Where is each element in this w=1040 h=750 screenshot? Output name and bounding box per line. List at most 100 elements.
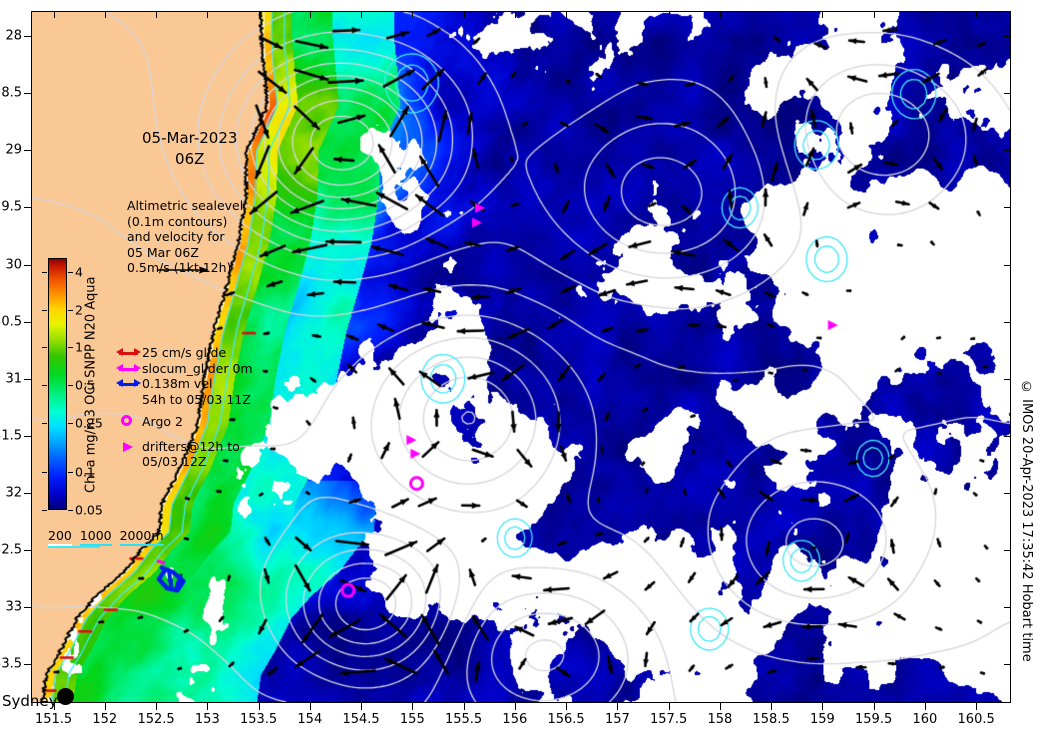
- colorbar-tick-label: 4: [75, 264, 83, 280]
- bathymetry-scale-line: [48, 546, 100, 548]
- legend-label-glide: 25 cm/s glide: [142, 345, 227, 360]
- colorbar-tick: [68, 472, 73, 474]
- x-tick-top: [771, 11, 773, 18]
- y-tick-right: [1004, 207, 1011, 209]
- x-tick: [771, 703, 773, 710]
- y-tick: [24, 549, 31, 551]
- bathy-label-1000: 1000: [79, 528, 112, 546]
- colorbar-tick-label: 2: [75, 302, 83, 318]
- y-tick-right: [1004, 664, 1011, 666]
- blue-arrow-icon: [116, 376, 142, 391]
- x-tick: [53, 703, 55, 710]
- y-tick: [24, 321, 31, 323]
- legend-label-duration: 54h to 05/03 11Z: [142, 391, 251, 407]
- date-stamp-time: 06Z: [175, 150, 205, 168]
- map-legend: 25 cm/s glide slocum_glider 0m 0.138m ve…: [116, 345, 253, 470]
- x-tick: [668, 703, 670, 710]
- y-tick-right: [1004, 492, 1011, 494]
- colorbar-tick: [42, 309, 47, 311]
- legend-label-argo: Argo 2: [142, 414, 183, 429]
- y-tick-label: 29.5: [0, 199, 22, 215]
- y-tick: [24, 36, 31, 38]
- chlorophyll-raster-canvas: [32, 12, 1010, 702]
- y-tick: [24, 150, 31, 152]
- x-tick-label: 155: [399, 712, 425, 727]
- colorbar-tick: [42, 385, 47, 387]
- colorbar-tick: [42, 272, 47, 274]
- x-tick-top: [668, 11, 670, 18]
- x-tick-label: 153.5: [239, 712, 278, 727]
- x-tick-top: [53, 11, 55, 18]
- x-tick-label: 158.5: [752, 712, 790, 727]
- x-tick: [309, 703, 311, 710]
- x-tick-top: [924, 11, 926, 18]
- x-tick: [719, 703, 721, 710]
- colorbar-tick-label: 0.25: [75, 415, 103, 431]
- x-tick-label: 154.5: [342, 712, 380, 727]
- x-tick-top: [566, 11, 568, 18]
- x-tick: [873, 703, 875, 710]
- colorbar-tick: [68, 347, 73, 349]
- legend-label-depth-vel: 0.138m vel: [142, 376, 213, 391]
- x-tick-label: 159: [809, 712, 835, 727]
- x-tick: [207, 703, 209, 710]
- y-tick-label: 30: [5, 257, 22, 272]
- y-tick-right: [1004, 378, 1011, 380]
- date-stamp-date: 05-Mar-2023: [142, 129, 238, 147]
- x-tick-label: 157: [604, 712, 630, 727]
- y-tick-right: [1004, 150, 1011, 152]
- x-tick-label: 160.5: [957, 712, 995, 727]
- colorbar-tick: [42, 422, 47, 424]
- x-tick-label: 159.5: [855, 712, 893, 727]
- colorbar: [48, 258, 67, 510]
- legend-item-depth-vel: 0.138m vel: [116, 376, 253, 392]
- legend-item-argo: Argo 2: [118, 414, 253, 430]
- magenta-arrow-icon: [116, 361, 142, 376]
- y-tick-right: [1004, 321, 1011, 323]
- x-tick-top: [156, 11, 158, 18]
- legend-spacer: [118, 392, 142, 407]
- x-tick: [924, 703, 926, 710]
- city-marker-icon: [57, 688, 74, 705]
- x-tick-top: [822, 11, 824, 18]
- y-tick-right: [1004, 36, 1011, 38]
- x-tick: [976, 703, 978, 710]
- x-tick: [617, 703, 619, 710]
- y-tick: [24, 435, 31, 437]
- x-tick-top: [258, 11, 260, 18]
- x-tick: [361, 703, 363, 710]
- copyright-label: © IMOS 20-Apr-2023 17:35:42 Hobart time: [1019, 380, 1034, 662]
- colorbar-tick: [68, 385, 73, 387]
- y-tick-right: [1004, 549, 1011, 551]
- x-tick-top: [617, 11, 619, 18]
- legend-label-slocum-glider: slocum_glider 0m: [142, 360, 253, 376]
- map-plot-area[interactable]: [31, 11, 1011, 703]
- x-tick-top: [514, 11, 516, 18]
- x-tick: [566, 703, 568, 710]
- x-tick-label: 151.5: [34, 712, 73, 727]
- place-label-sydney: Sydney: [2, 692, 58, 710]
- legend-label-drifters: drifters@12h to 05/03 12Z: [142, 438, 240, 470]
- colorbar-tick: [68, 422, 73, 424]
- x-tick-label: 156.5: [547, 712, 585, 727]
- x-tick-top: [309, 11, 311, 18]
- colorbar-tick-label: 0.5: [75, 377, 95, 393]
- x-tick-label: 156: [502, 712, 528, 727]
- y-tick-label: 33.5: [0, 656, 22, 672]
- y-tick-right: [1004, 607, 1011, 609]
- y-tick: [24, 607, 31, 609]
- y-tick: [24, 264, 31, 266]
- colorbar-tick: [42, 347, 47, 349]
- x-tick-label: 158: [707, 712, 733, 727]
- colorbar-tick: [68, 510, 73, 511]
- x-tick-label: 152.5: [137, 712, 175, 727]
- bathy-label-2000: 2000m: [119, 528, 164, 546]
- x-tick: [156, 703, 158, 710]
- colorbar-tick: [68, 272, 73, 274]
- x-tick-top: [463, 11, 465, 18]
- x-tick-top: [719, 11, 721, 18]
- colorbar-tick-label: 0.05: [75, 502, 103, 518]
- y-tick-right: [1004, 435, 1011, 437]
- y-tick: [24, 378, 31, 380]
